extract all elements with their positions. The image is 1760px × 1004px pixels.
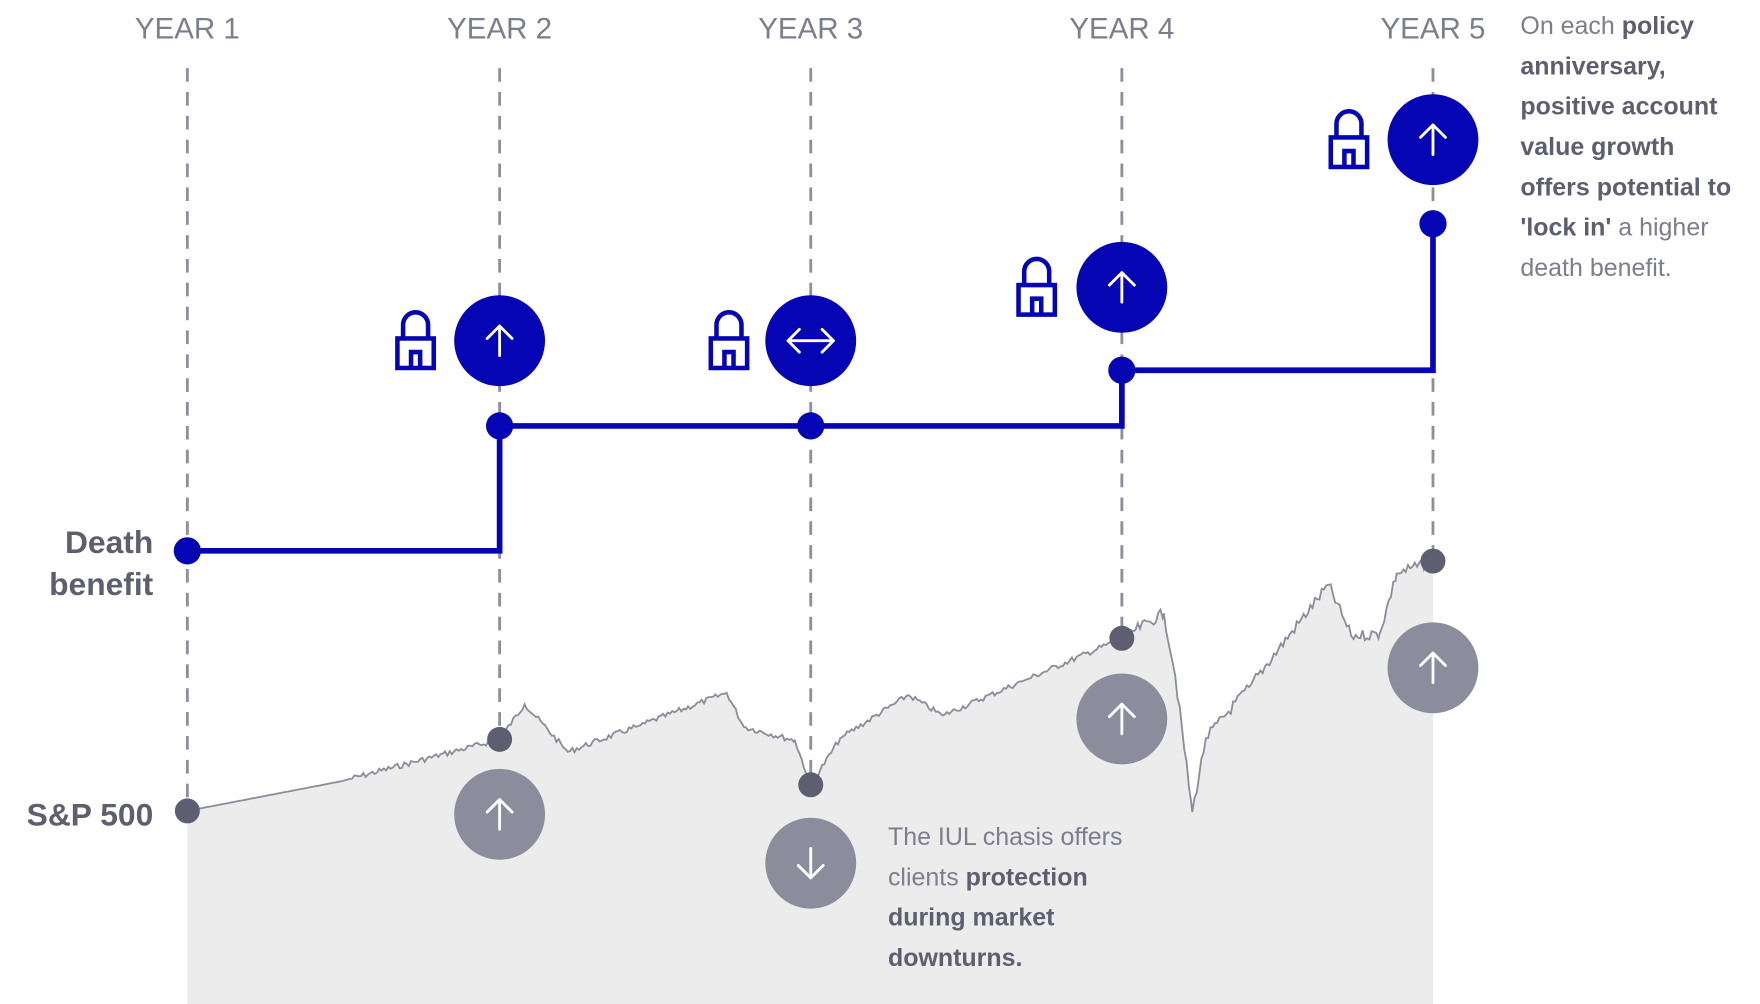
year-label: YEAR 3 — [758, 13, 863, 46]
annotation-run: On each — [1520, 12, 1621, 40]
annotation-line: clients protection — [888, 863, 1088, 891]
arrow-icon — [786, 327, 835, 354]
arrow-icon — [1419, 123, 1447, 156]
arrow — [485, 324, 514, 357]
annotation-line: 'lock in' a higher — [1520, 214, 1708, 242]
market-area — [187, 558, 1433, 1004]
annotation-run: during market — [888, 904, 1055, 932]
benefit-dot — [1108, 356, 1136, 384]
arrow — [1419, 123, 1447, 156]
lock-icon — [708, 310, 750, 371]
arrow — [786, 327, 835, 354]
lock-hole — [408, 349, 423, 368]
lock-icon — [1328, 109, 1370, 170]
arrow-icon — [1107, 271, 1136, 304]
annotation-line: anniversary, — [1520, 52, 1665, 80]
annotation-run: value growth — [1520, 133, 1674, 161]
lock-hole — [722, 349, 736, 368]
annotation-line: positive account — [1520, 93, 1718, 121]
annotation-line: offers potential to — [1520, 173, 1731, 201]
lock-hole — [1029, 296, 1044, 315]
lock-shackle — [1334, 109, 1364, 138]
annotation-run: policy — [1622, 12, 1694, 40]
annotation-run: offers potential to — [1520, 173, 1731, 201]
market-dot — [174, 798, 200, 824]
annotation-run: 'lock in' — [1520, 214, 1611, 242]
annotation-run: protection — [966, 863, 1088, 891]
arrow — [1107, 271, 1136, 304]
annotation-line: downturns. — [888, 944, 1023, 972]
year-label: YEAR 4 — [1069, 13, 1174, 46]
lock-body — [708, 336, 750, 371]
benefit-dot — [485, 412, 514, 440]
death-benefit-line — [187, 223, 1436, 554]
row-label: benefit — [49, 566, 154, 602]
market-dot — [1109, 625, 1135, 651]
arrow-icon — [1107, 702, 1136, 736]
row-label: S&P 500 — [27, 797, 154, 833]
arrow — [485, 798, 514, 831]
year-label: YEAR 2 — [447, 13, 552, 46]
arrow-icon — [485, 798, 514, 831]
arrow-icon — [485, 324, 514, 357]
arrow-icon — [1419, 651, 1447, 685]
lock-shackle — [714, 310, 744, 339]
lock-shackle — [400, 310, 431, 339]
annotation-line: death benefit. — [1520, 254, 1671, 282]
lock-icon — [395, 310, 437, 371]
annotation-line: during market — [888, 904, 1055, 932]
annotation-run: downturns. — [888, 944, 1023, 972]
lock-body — [1328, 135, 1370, 170]
lock-shackle — [1021, 256, 1052, 286]
arrow — [796, 846, 825, 880]
arrow — [1107, 702, 1136, 736]
lock-hole — [1342, 148, 1356, 167]
lock-icon — [1016, 256, 1058, 317]
arrow-icon — [796, 846, 825, 880]
market-dot — [487, 726, 513, 752]
benefit-dot — [173, 537, 201, 565]
lock-body — [1016, 282, 1058, 317]
year-label: YEAR 1 — [135, 13, 240, 46]
annotation-line: On each policy — [1520, 12, 1694, 40]
arrow — [1419, 651, 1447, 685]
market-dot — [1420, 548, 1446, 574]
year-label: YEAR 5 — [1380, 13, 1485, 46]
annotation-run: clients — [888, 863, 966, 891]
annotation-line: value growth — [1520, 133, 1674, 161]
annotation-run: death benefit. — [1520, 254, 1671, 282]
annotation-line: The IUL chasis offers — [888, 823, 1123, 851]
annotation-run: positive account — [1520, 93, 1718, 121]
lock-body — [395, 336, 437, 371]
annotation-run: The IUL chasis offers — [888, 823, 1123, 851]
market-dot — [798, 772, 824, 798]
row-label: Death — [65, 524, 153, 560]
annotation-run: anniversary, — [1520, 52, 1665, 80]
annotation-run: a higher — [1611, 214, 1708, 242]
benefit-dot — [1419, 210, 1447, 238]
benefit-dot — [797, 412, 825, 440]
